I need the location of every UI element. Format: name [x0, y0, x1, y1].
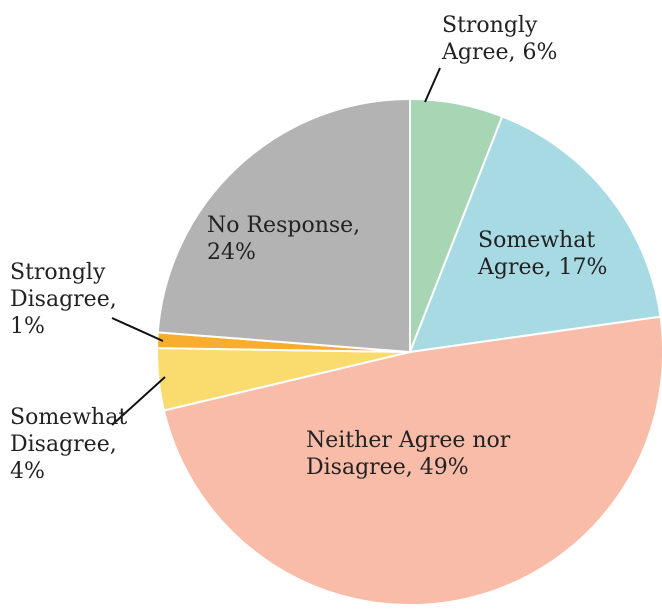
slice-label-strongly-agree: Strongly Agree, 6%	[441, 13, 557, 65]
pie-slice-neither-agree-nor-disagree	[162, 315, 662, 607]
slice-label-neither-agree-nor-disagree: Neither Agree nor Disagree, 49%	[306, 428, 511, 480]
leader-line-somewhat-disagree	[111, 376, 166, 426]
slice-labels: Strongly Agree, 6% Somewhat Agree, 17% Neith…	[10, 13, 607, 484]
pie-slices	[156, 97, 662, 607]
slice-label-strongly-disagree: Strongly Disagree, 1%	[10, 260, 117, 339]
pie-slice-somewhat-agree	[408, 115, 662, 354]
slice-label-somewhat-disagree: Somewhat Disagree, 4%	[10, 405, 127, 484]
leader-line-strongly-disagree	[111, 317, 164, 342]
slice-label-no-response: No Response, 24%	[207, 213, 360, 265]
slice-label-somewhat-agree: Somewhat Agree, 17%	[477, 228, 607, 280]
leader-lines	[111, 67, 441, 426]
leader-line-strongly-agree	[424, 67, 441, 103]
pie-slice-no-response	[156, 97, 411, 354]
